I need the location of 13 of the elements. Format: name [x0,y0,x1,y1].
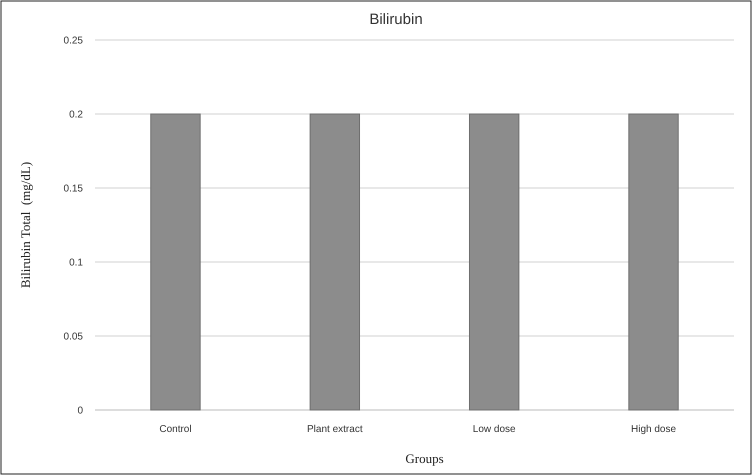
y-tick-label: 0.1 [69,258,84,268]
y-tick-label: 0.15 [64,184,84,194]
x-tick-label: Low dose [472,424,516,435]
x-tick-label: High dose [631,424,676,435]
x-tick-label: Plant extract [307,424,363,435]
chart-title: Bilirubin [369,11,423,28]
y-tick-label: 0.05 [64,332,84,342]
y-tick-label: 0 [77,406,84,416]
x-tick-label: Control [159,424,192,435]
y-tick-label: 0.25 [64,36,84,46]
y-tick-label: 0.2 [69,110,84,120]
x-axis-title: Groups [405,451,444,466]
y-axis-title: Bilirubin Total (mg/dL) [18,162,33,288]
